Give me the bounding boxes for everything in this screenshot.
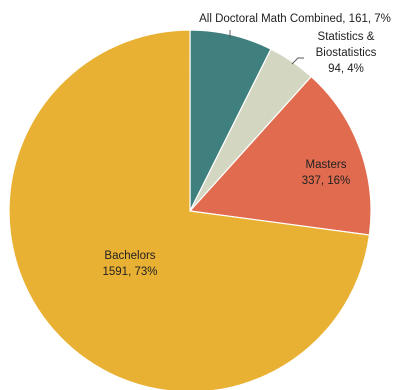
pie-slices <box>8 29 372 390</box>
leader-line-1 <box>291 57 304 65</box>
slice-label-3-line-0: Bachelors <box>104 250 155 262</box>
slice-label-0: All Doctoral Math Combined, 161, 7% <box>199 13 391 25</box>
pie-slice-3 <box>8 29 371 390</box>
slice-label-1-line-0: Statistics & <box>318 31 375 43</box>
slice-label-1-line-2: 94, 4% <box>328 63 364 75</box>
slice-label-3-line-1: 1591, 73% <box>103 266 158 278</box>
slice-label-2-line-0: Masters <box>306 159 347 171</box>
slice-label-0-line-0: All Doctoral Math Combined, 161, 7% <box>199 13 391 25</box>
slice-labels: All Doctoral Math Combined, 161, 7% Stati… <box>103 13 391 278</box>
pie-slice-2 <box>188 75 372 236</box>
slice-label-3: Bachelors 1591, 73% <box>103 250 158 278</box>
slice-label-1: Statistics & Biostatistics 94, 4% <box>316 31 377 75</box>
slice-label-2-line-1: 337, 16% <box>302 175 351 187</box>
leader-lines <box>229 30 304 65</box>
slice-label-2: Masters 337, 16% <box>302 159 351 187</box>
slice-label-1-line-1: Biostatistics <box>316 47 377 59</box>
